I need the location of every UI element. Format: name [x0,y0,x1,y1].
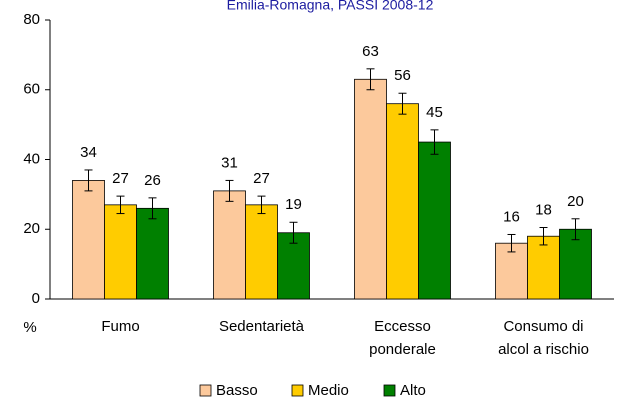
bar [104,204,137,300]
bar [136,207,169,300]
bar [72,180,105,300]
value-label: 27 [253,170,270,187]
bar [213,190,246,300]
value-label: 19 [285,196,302,213]
value-label: 18 [535,201,552,218]
bar [418,141,451,300]
bar [527,235,560,300]
y-tick-label: 40 [23,150,40,167]
value-label: 63 [362,43,379,60]
bar [277,232,310,300]
value-label: 26 [144,172,161,189]
value-label: 20 [567,193,584,210]
legend-label: Basso [216,382,258,399]
legend-swatch [291,384,304,397]
bar [354,78,387,300]
bar [386,103,419,300]
y-tick-label: 20 [23,220,40,237]
bar [245,204,278,300]
value-label: 45 [426,104,443,121]
legend-label: Alto [400,382,426,399]
value-label: 31 [221,154,238,171]
legend-label: Medio [308,382,349,399]
x-tick-label: Eccesso [374,318,431,335]
x-tick-label: alcol a rischio [498,341,589,358]
value-label: 34 [80,144,97,161]
x-tick-label: Consumo di [503,318,583,335]
bar [559,228,592,300]
x-tick-label: Fumo [101,318,139,335]
y-tick-label: 80 [23,11,40,28]
value-label: 16 [503,208,520,225]
legend-swatch [383,384,396,397]
y-axis-label: % [23,319,36,336]
legend-swatch [199,384,212,397]
x-tick-label: ponderale [369,341,436,358]
chart-title: Emilia-Romagna, PASSI 2008-12 [227,0,434,13]
y-tick-label: 0 [32,290,40,307]
value-label: 27 [112,170,129,187]
x-tick-label: Sedentarietà [219,318,305,335]
y-tick-label: 60 [23,81,40,98]
value-label: 56 [394,67,411,84]
bar [495,242,528,300]
